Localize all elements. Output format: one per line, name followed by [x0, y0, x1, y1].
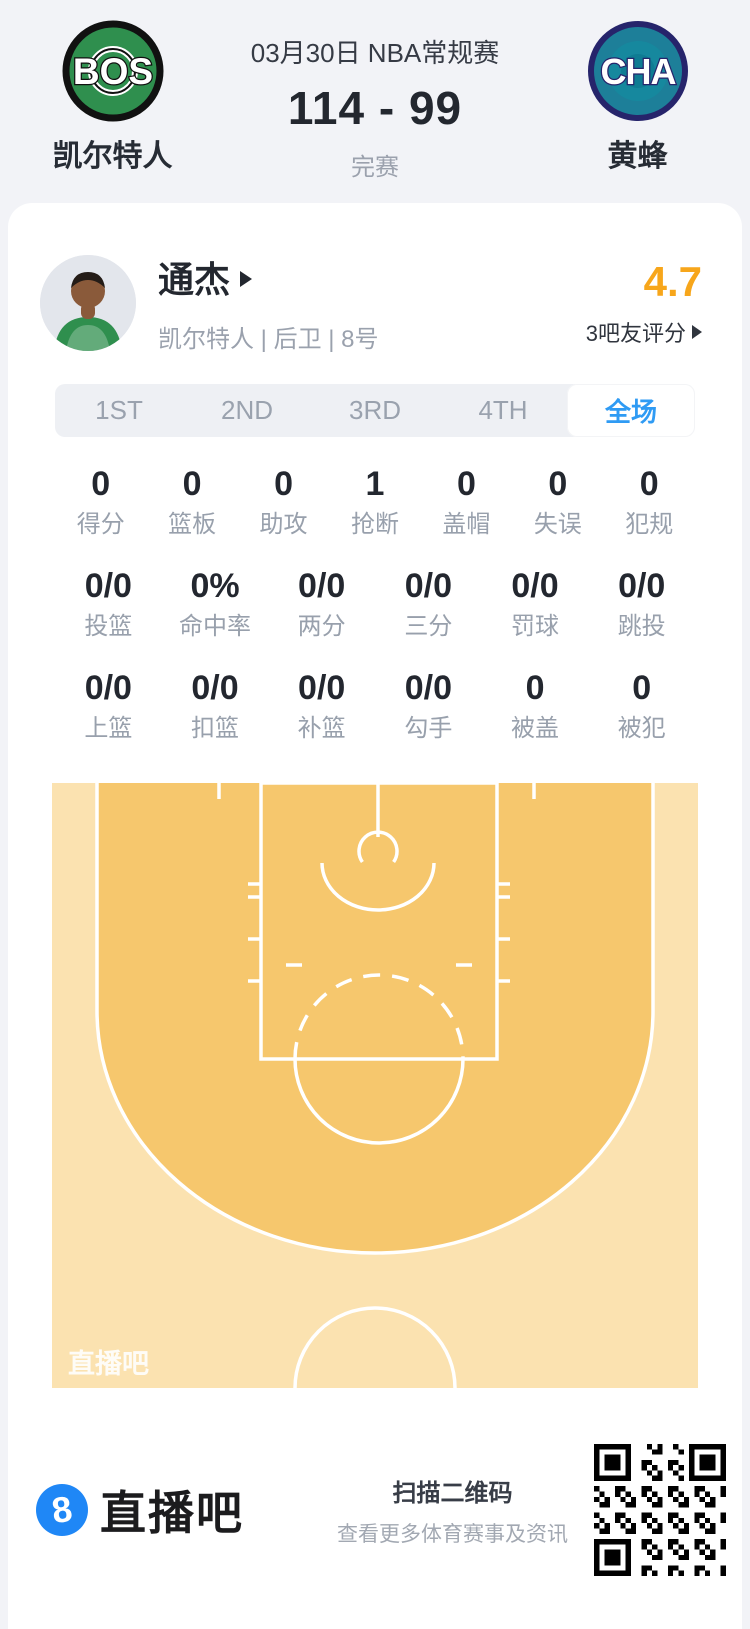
stat-points: 0 得分 [76, 465, 125, 538]
svg-text:CHA: CHA [600, 51, 676, 92]
qr-text-block: 扫描二维码 查看更多体育赛事及资讯 [337, 1473, 568, 1548]
rating-label: 3吧友评分 [585, 320, 686, 346]
player-identity[interactable]: 通杰 凯尔特人 | 后卫 | 8号 [158, 251, 586, 354]
stat-assists: 0 助攻 [259, 465, 308, 538]
stat-blocked: 0 被盖 [511, 669, 560, 742]
stat-ft: 0/0 罚球 [511, 567, 560, 640]
stats-row-basic: 0 得分 0 篮板 0 助攻 1 抢断 0 盖帽 [55, 465, 695, 539]
stat-layup: 0/0 上篮 [84, 669, 133, 742]
svg-text:BOS: BOS [72, 51, 152, 92]
stat-blocks: 0 盖帽 [442, 465, 491, 538]
qr-code [594, 1444, 726, 1576]
rating-block[interactable]: 4.7 3吧友评分 [586, 258, 702, 348]
player-name-caret-icon [240, 271, 253, 287]
match-status: 完赛 [351, 154, 399, 181]
stats-row-shooting: 0/0 投篮 0% 命中率 0/0 两分 0/0 三分 0/0 罚球 [55, 567, 695, 641]
stats-row-detail: 0/0 上篮 0/0 扣篮 0/0 补篮 0/0 勾手 0 被盖 [55, 669, 695, 743]
away-team-logo: CHA [587, 21, 688, 121]
player-name: 通杰 [158, 259, 231, 300]
tab-2nd[interactable]: 2ND [220, 395, 273, 425]
stat-hook: 0/0 勾手 [404, 669, 453, 742]
home-team-name: 凯尔特人 [52, 140, 173, 173]
home-team[interactable]: BOS 凯尔特人 [0, 20, 225, 203]
qr-title: 扫描二维码 [392, 1479, 513, 1507]
stat-fg: 0/0 投篮 [84, 567, 133, 640]
stat-tip-in: 0/0 补篮 [297, 669, 346, 742]
stat-fg-pct: 0% 命中率 [179, 567, 251, 640]
court-watermark: 直播吧 [68, 1349, 149, 1379]
match-info: 03月30日 NBA常规赛 [250, 38, 500, 68]
player-header: 通杰 凯尔特人 | 后卫 | 8号 4.7 3吧友评分 [40, 251, 702, 354]
stat-turnovers: 0 失误 [533, 465, 582, 538]
tab-full-game[interactable]: 全场 [567, 384, 695, 437]
stats-grid: 0 得分 0 篮板 0 助攻 1 抢断 0 盖帽 [55, 465, 695, 743]
stat-rebounds: 0 篮板 [168, 465, 217, 538]
quarter-tabbar: 1ST 2ND 3RD 4TH 全场 [55, 384, 695, 437]
scoreboard: BOS 凯尔特人 03月30日 NBA常规赛 114 - 99 完赛 CHA 黄… [0, 0, 750, 203]
brand-badge-icon: 8 [36, 1484, 88, 1536]
player-meta: 凯尔特人 | 后卫 | 8号 [158, 326, 379, 353]
rating-value: 4.7 [643, 257, 702, 305]
qr-subtitle: 查看更多体育赛事及资讯 [337, 1522, 568, 1546]
stat-3pt: 0/0 三分 [404, 567, 453, 640]
player-card: 通杰 凯尔特人 | 后卫 | 8号 4.7 3吧友评分 1ST 2ND 3RD … [8, 203, 742, 1629]
court-diagram: 直播吧 [52, 783, 698, 1388]
stat-2pt: 0/0 两分 [297, 567, 346, 640]
stat-fouled: 0 被犯 [617, 669, 666, 742]
player-avatar-image [40, 254, 136, 351]
stat-jumpshot: 0/0 跳投 [617, 567, 666, 640]
stat-dunk: 0/0 扣篮 [191, 669, 239, 742]
away-team-name: 黄蜂 [607, 140, 668, 173]
shot-chart-court: 直播吧 [52, 783, 698, 1388]
tab-1st[interactable]: 1ST [95, 395, 143, 425]
scoreboard-center: 03月30日 NBA常规赛 114 - 99 完赛 [225, 20, 525, 203]
brand-name: 直播吧 [100, 1487, 244, 1539]
tab-4th[interactable]: 4TH [478, 395, 528, 425]
away-team[interactable]: CHA 黄蜂 [525, 20, 750, 203]
rating-caret-icon [692, 324, 702, 339]
tab-3rd[interactable]: 3RD [348, 395, 401, 425]
player-avatar[interactable] [40, 254, 136, 351]
stat-steals: 1 抢断 [350, 465, 399, 538]
match-score: 114 - 99 [287, 82, 463, 134]
brand-logo[interactable]: 8 直播吧 [36, 1477, 244, 1543]
home-team-logo: BOS [62, 20, 163, 122]
stat-fouls: 0 犯规 [625, 465, 674, 538]
app-footer: 8 直播吧 扫描二维码 查看更多体育赛事及资讯 [8, 1388, 742, 1576]
